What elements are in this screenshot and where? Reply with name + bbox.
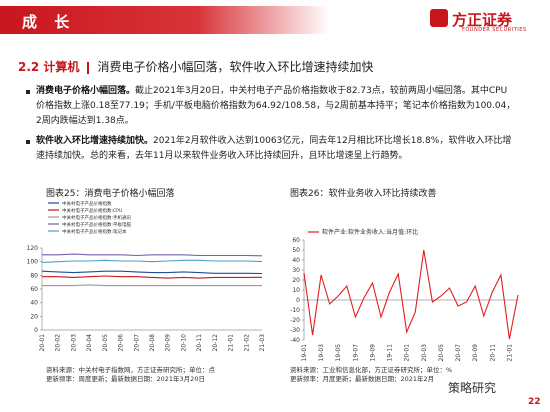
y-tick-label: 40 bbox=[292, 257, 300, 264]
x-tick-label: 20-04 bbox=[86, 334, 93, 352]
x-tick-label: 20-12 bbox=[212, 334, 219, 352]
x-tick-label: 19-11 bbox=[387, 344, 394, 362]
y-tick-label: 0 bbox=[296, 297, 300, 304]
x-tick-label: 20-11 bbox=[196, 334, 203, 352]
x-tick-label: 20-03 bbox=[421, 344, 428, 362]
y-tick-label: 100 bbox=[27, 259, 39, 266]
x-tick-label: 21-02 bbox=[243, 334, 250, 352]
x-tick-label: 20-11 bbox=[489, 344, 496, 362]
bullet-text: 2021年2月软件收入达到10063亿元，同去年12月相比环比增长18.8%，软… bbox=[36, 136, 512, 161]
section-text: 消费电子价格小幅回落，软件收入环比增速持续加快 bbox=[97, 60, 374, 74]
legend-label: 软件产业:软件业务收入:当月值:环比 bbox=[322, 228, 418, 236]
x-tick-label: 20-09 bbox=[165, 334, 172, 352]
series-line bbox=[303, 249, 519, 340]
footnote: 资料来源：中关村电子指数网，方正证券研究所；单位：点 更新频率：周度更新；最新数据… bbox=[46, 366, 215, 384]
x-tick-label: 19-01 bbox=[301, 344, 308, 362]
chart-caption: 图表26：软件业务收入环比持续改善 bbox=[290, 189, 437, 199]
series-line bbox=[42, 275, 263, 279]
y-tick-label: 60 bbox=[30, 286, 38, 293]
source: 资料来源：中关村电子指数网，方正证券研究所；单位：点 bbox=[46, 366, 215, 374]
x-tick-label: 20-10 bbox=[180, 334, 187, 352]
x-tick-label: 20-07 bbox=[455, 344, 462, 362]
y-tick-label: 20 bbox=[30, 313, 38, 320]
y-tick-label: 80 bbox=[30, 272, 38, 279]
y-tick-label: 0 bbox=[34, 327, 38, 334]
x-tick-label: 19-03 bbox=[318, 344, 325, 362]
x-tick-label: 19-05 bbox=[335, 344, 342, 362]
y-tick-label: -40 bbox=[290, 337, 300, 344]
bullet: 消费电子价格小幅回落。截止2021年3月20日，中关村电子产品价格指数收于82.… bbox=[26, 84, 516, 129]
section-title: 2.2 计算机 消费电子价格小幅回落，软件收入环比增速持续加快 bbox=[18, 58, 373, 75]
x-tick-label: 20-02 bbox=[55, 334, 62, 352]
wechat: 策略研究 bbox=[448, 381, 497, 395]
section-number: 2.2 计算机 bbox=[18, 60, 80, 74]
x-tick-label: 20-06 bbox=[118, 334, 125, 352]
series-line bbox=[42, 253, 263, 257]
footnote: 资料来源：工业和信息化部，方正证券研究所；单位：% 更新频率：月度更新；最新数据日… bbox=[290, 366, 452, 384]
x-tick-label: 20-08 bbox=[149, 334, 156, 352]
legend-label: 中关村电子产品价格指数 bbox=[62, 200, 112, 207]
x-tick-label: 20-09 bbox=[472, 344, 479, 362]
update: 更新频率：周度更新；最新数据日期：2021年3月20日 bbox=[46, 375, 205, 383]
logo-sub: FOUNDER SECURITIES bbox=[462, 27, 527, 33]
y-tick-label: 50 bbox=[292, 247, 300, 254]
x-tick-label: 20-01 bbox=[39, 334, 46, 352]
x-tick-label: 19-07 bbox=[352, 344, 359, 362]
series-line bbox=[41, 259, 263, 263]
x-tick-label: 20-05 bbox=[102, 334, 109, 352]
x-tick-label: 20-05 bbox=[438, 344, 445, 362]
y-tick-label: 60 bbox=[292, 237, 300, 244]
x-tick-label: 19-09 bbox=[369, 344, 376, 362]
x-tick-label: 20-03 bbox=[70, 334, 77, 352]
header-title: 成 长 bbox=[22, 13, 76, 31]
header-bar bbox=[0, 6, 330, 34]
bullet-text: 截止2021年3月20日，中关村电子产品价格指数收于82.73点，较前两周小幅回… bbox=[36, 86, 516, 126]
y-tick-label: 10 bbox=[292, 287, 300, 294]
x-tick-label: 20-07 bbox=[133, 334, 140, 352]
x-tick-label: 21-01 bbox=[506, 344, 513, 362]
y-tick-label: 120 bbox=[27, 245, 39, 252]
x-tick-label: 20-01 bbox=[404, 344, 411, 362]
logo-mark bbox=[430, 9, 448, 27]
chart-caption: 图表25：消费电子价格小幅回落 bbox=[46, 189, 175, 199]
x-tick-label: 21-03 bbox=[259, 334, 266, 352]
series-line bbox=[41, 270, 263, 275]
y-tick-label: -30 bbox=[290, 327, 300, 334]
bullet-lead: 软件收入环比增速持续加快。 bbox=[36, 136, 154, 146]
series-line bbox=[42, 284, 262, 287]
y-tick-label: -10 bbox=[290, 307, 300, 314]
bullet: 软件收入环比增速持续加快。2021年2月软件收入达到10063亿元，同去年12月… bbox=[26, 134, 516, 164]
update: 更新频率：月度更新；最新数据日期：2021年2月 bbox=[290, 375, 435, 383]
legend-label: 中关村电子产品价格指数:CPU bbox=[62, 207, 122, 214]
source: 资料来源：工业和信息化部，方正证券研究所；单位：% bbox=[290, 366, 453, 374]
legend-label: 中关村电子产品价格指数:手机通讯 bbox=[62, 214, 132, 221]
logo: 方正证券 bbox=[452, 11, 513, 29]
bullet-lead: 消费电子价格小幅回落。 bbox=[36, 86, 136, 96]
x-tick-label: 21-01 bbox=[228, 334, 235, 352]
y-tick-label: -20 bbox=[290, 317, 300, 324]
page-number: 22 bbox=[528, 397, 541, 407]
legend-label: 中关村电子产品价格指数:笔记本 bbox=[62, 228, 127, 235]
y-tick-label: 40 bbox=[30, 300, 38, 307]
y-tick-label: 20 bbox=[292, 277, 300, 284]
legend-label: 中关村电子产品价格指数:平板电脑 bbox=[62, 221, 132, 228]
y-tick-label: 30 bbox=[292, 267, 300, 274]
